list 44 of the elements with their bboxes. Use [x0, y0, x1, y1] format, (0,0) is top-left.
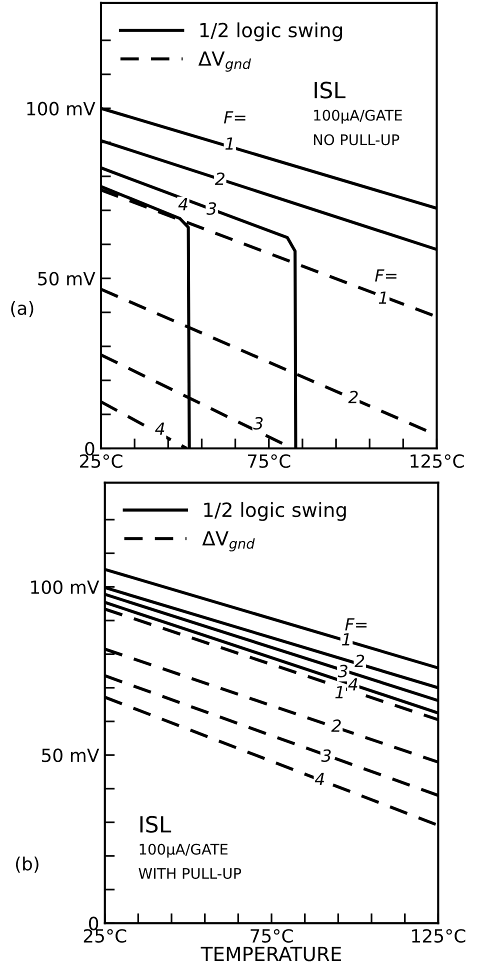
annotation: ISL: [140, 816, 172, 833]
y-tick-label: 100 mV: [27, 102, 96, 116]
annotation: 3: [253, 417, 263, 430]
annotation: F=: [375, 269, 396, 282]
annotation: 1: [342, 633, 350, 646]
annotation: 1: [378, 292, 386, 304]
annotation: 2: [348, 390, 358, 404]
x-tick-label: 125°C: [412, 929, 466, 943]
annotation: 2: [354, 654, 364, 667]
legend-label: 1/2 logic swing: [204, 502, 346, 521]
annotation: ISL: [314, 82, 346, 98]
legend-label: 1/2 logic swing: [200, 22, 342, 42]
x-tick-label: 75°C: [250, 929, 293, 943]
x-tick-label: 75°C: [248, 454, 290, 468]
x-tick-label: 25°C: [80, 454, 122, 468]
annotation: 1: [225, 137, 233, 150]
y-tick-label: 50 mV: [38, 272, 96, 286]
annotation: NO PULL-UP: [314, 134, 400, 146]
legend-label: ΔV$_{gnd}$: [202, 531, 255, 552]
y-tick-label: 100 mV: [31, 580, 100, 594]
annotation: 4: [155, 422, 164, 435]
annotation: 3: [338, 664, 348, 678]
legend-label: ΔV$_{gnd}$: [198, 52, 251, 72]
annotation: 100μA/GATE: [314, 110, 402, 124]
x-tick-label: 125°C: [410, 454, 464, 468]
annotation: 2: [214, 172, 224, 185]
x-tick-label: 25°C: [84, 929, 126, 943]
y-tick-label: 0: [89, 916, 98, 930]
text: (a): [11, 301, 34, 318]
y-tick-label: 0: [85, 442, 94, 456]
annotation: 100μA/GATE: [140, 844, 228, 858]
annotation: 3: [206, 202, 216, 215]
annotation: 2: [331, 719, 341, 732]
annotation: WITH PULL-UP: [138, 868, 242, 879]
text: (b): [16, 856, 38, 873]
y-tick-label: 50 mV: [42, 748, 100, 762]
annotation: F=: [345, 618, 367, 630]
annotation: 4: [314, 772, 324, 786]
annotation: 3: [321, 749, 331, 762]
annotation: 4: [178, 198, 188, 210]
x-axis-title: TEMPERATURE: [200, 946, 341, 962]
annotation: F=: [224, 111, 246, 124]
annotation: 4: [348, 678, 358, 690]
annotation: 1: [335, 686, 343, 698]
